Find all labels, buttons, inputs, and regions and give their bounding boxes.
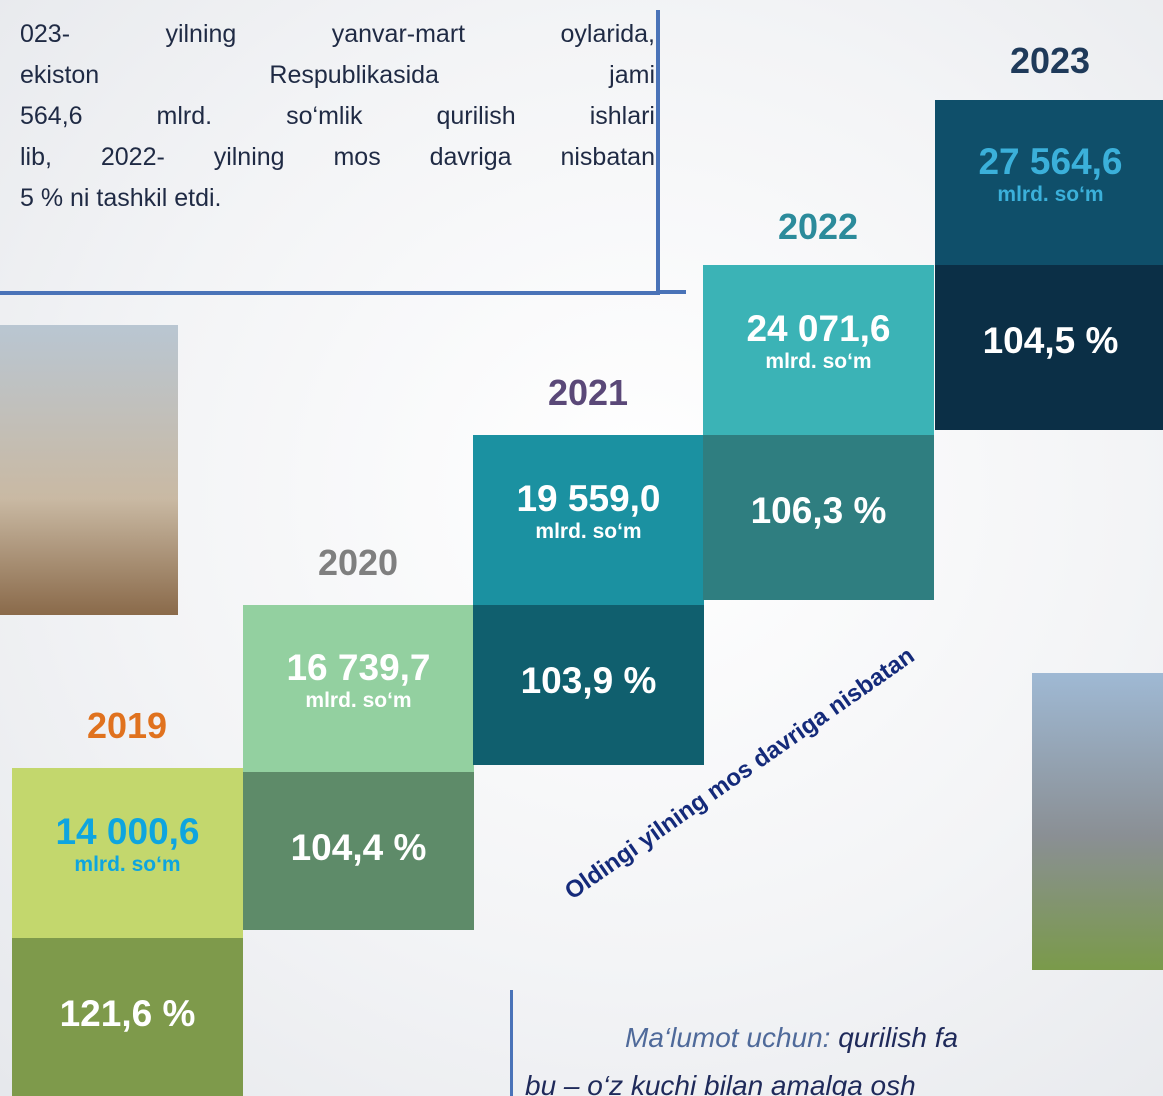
year-label: 2020 <box>317 542 399 583</box>
value-block: 27 564,6 mlrd. so‘m <box>935 100 1163 265</box>
year-label: 2021 <box>547 372 629 413</box>
unit: mlrd. so‘m <box>765 350 872 373</box>
unit: mlrd. so‘m <box>535 520 642 543</box>
intro-line: 023- yilning yanvar-mart oylarida, <box>20 20 655 48</box>
note-lead: Ma‘lumot uchun: <box>625 1022 831 1053</box>
note-text: qurilish fa <box>830 1022 959 1053</box>
unit: mlrd. so‘m <box>305 688 412 712</box>
photo-right <box>1032 673 1163 970</box>
percent: 121,6 % <box>59 993 196 1034</box>
divider <box>656 290 686 294</box>
percent-block: 103,9 % <box>473 605 704 765</box>
year-label: 2019 <box>86 705 168 746</box>
intro-box <box>0 10 660 295</box>
percent-block: 104,4 % <box>243 772 474 930</box>
percent-block: 104,5 % <box>935 265 1163 430</box>
value: 27 564,6 <box>978 140 1123 182</box>
intro-line: 564,6 mlrd. so‘mlik qurilish ishlari <box>20 102 655 130</box>
value-block: 19 559,0 mlrd. so‘m <box>473 435 704 605</box>
percent-block: 121,6 % <box>12 938 243 1096</box>
value: 14 000,6 <box>55 811 200 852</box>
year-label: 2022 <box>777 206 859 247</box>
intro-line: ekiston Respublikasida jami <box>20 61 655 89</box>
percent: 106,3 % <box>750 490 887 531</box>
photo-left <box>0 325 178 615</box>
value: 24 071,6 <box>746 308 891 349</box>
value: 16 739,7 <box>286 646 431 688</box>
unit: mlrd. so‘m <box>74 853 181 876</box>
percent: 104,5 % <box>982 320 1119 361</box>
percent-block: 106,3 % <box>703 435 934 600</box>
year-label: 2023 <box>1009 40 1091 81</box>
value-block: 14 000,6 mlrd. so‘m <box>12 768 243 938</box>
intro-line: lib, 2022- yilning mos davriga nisbatan <box>20 143 655 171</box>
note-bar <box>510 990 513 1096</box>
unit: mlrd. so‘m <box>997 182 1104 206</box>
value-block: 16 739,7 mlrd. so‘m <box>243 605 474 772</box>
percent: 103,9 % <box>520 660 657 701</box>
intro-line: 5 % ni tashkil etdi. <box>20 184 222 212</box>
note-line: Ma‘lumot uchun: qurilish fa <box>625 1022 958 1054</box>
value-block: 24 071,6 mlrd. so‘m <box>703 265 934 435</box>
value: 19 559,0 <box>516 478 661 519</box>
note-line: bu – o‘z kuchi bilan amalga osh <box>525 1070 916 1096</box>
percent: 104,4 % <box>290 827 427 868</box>
